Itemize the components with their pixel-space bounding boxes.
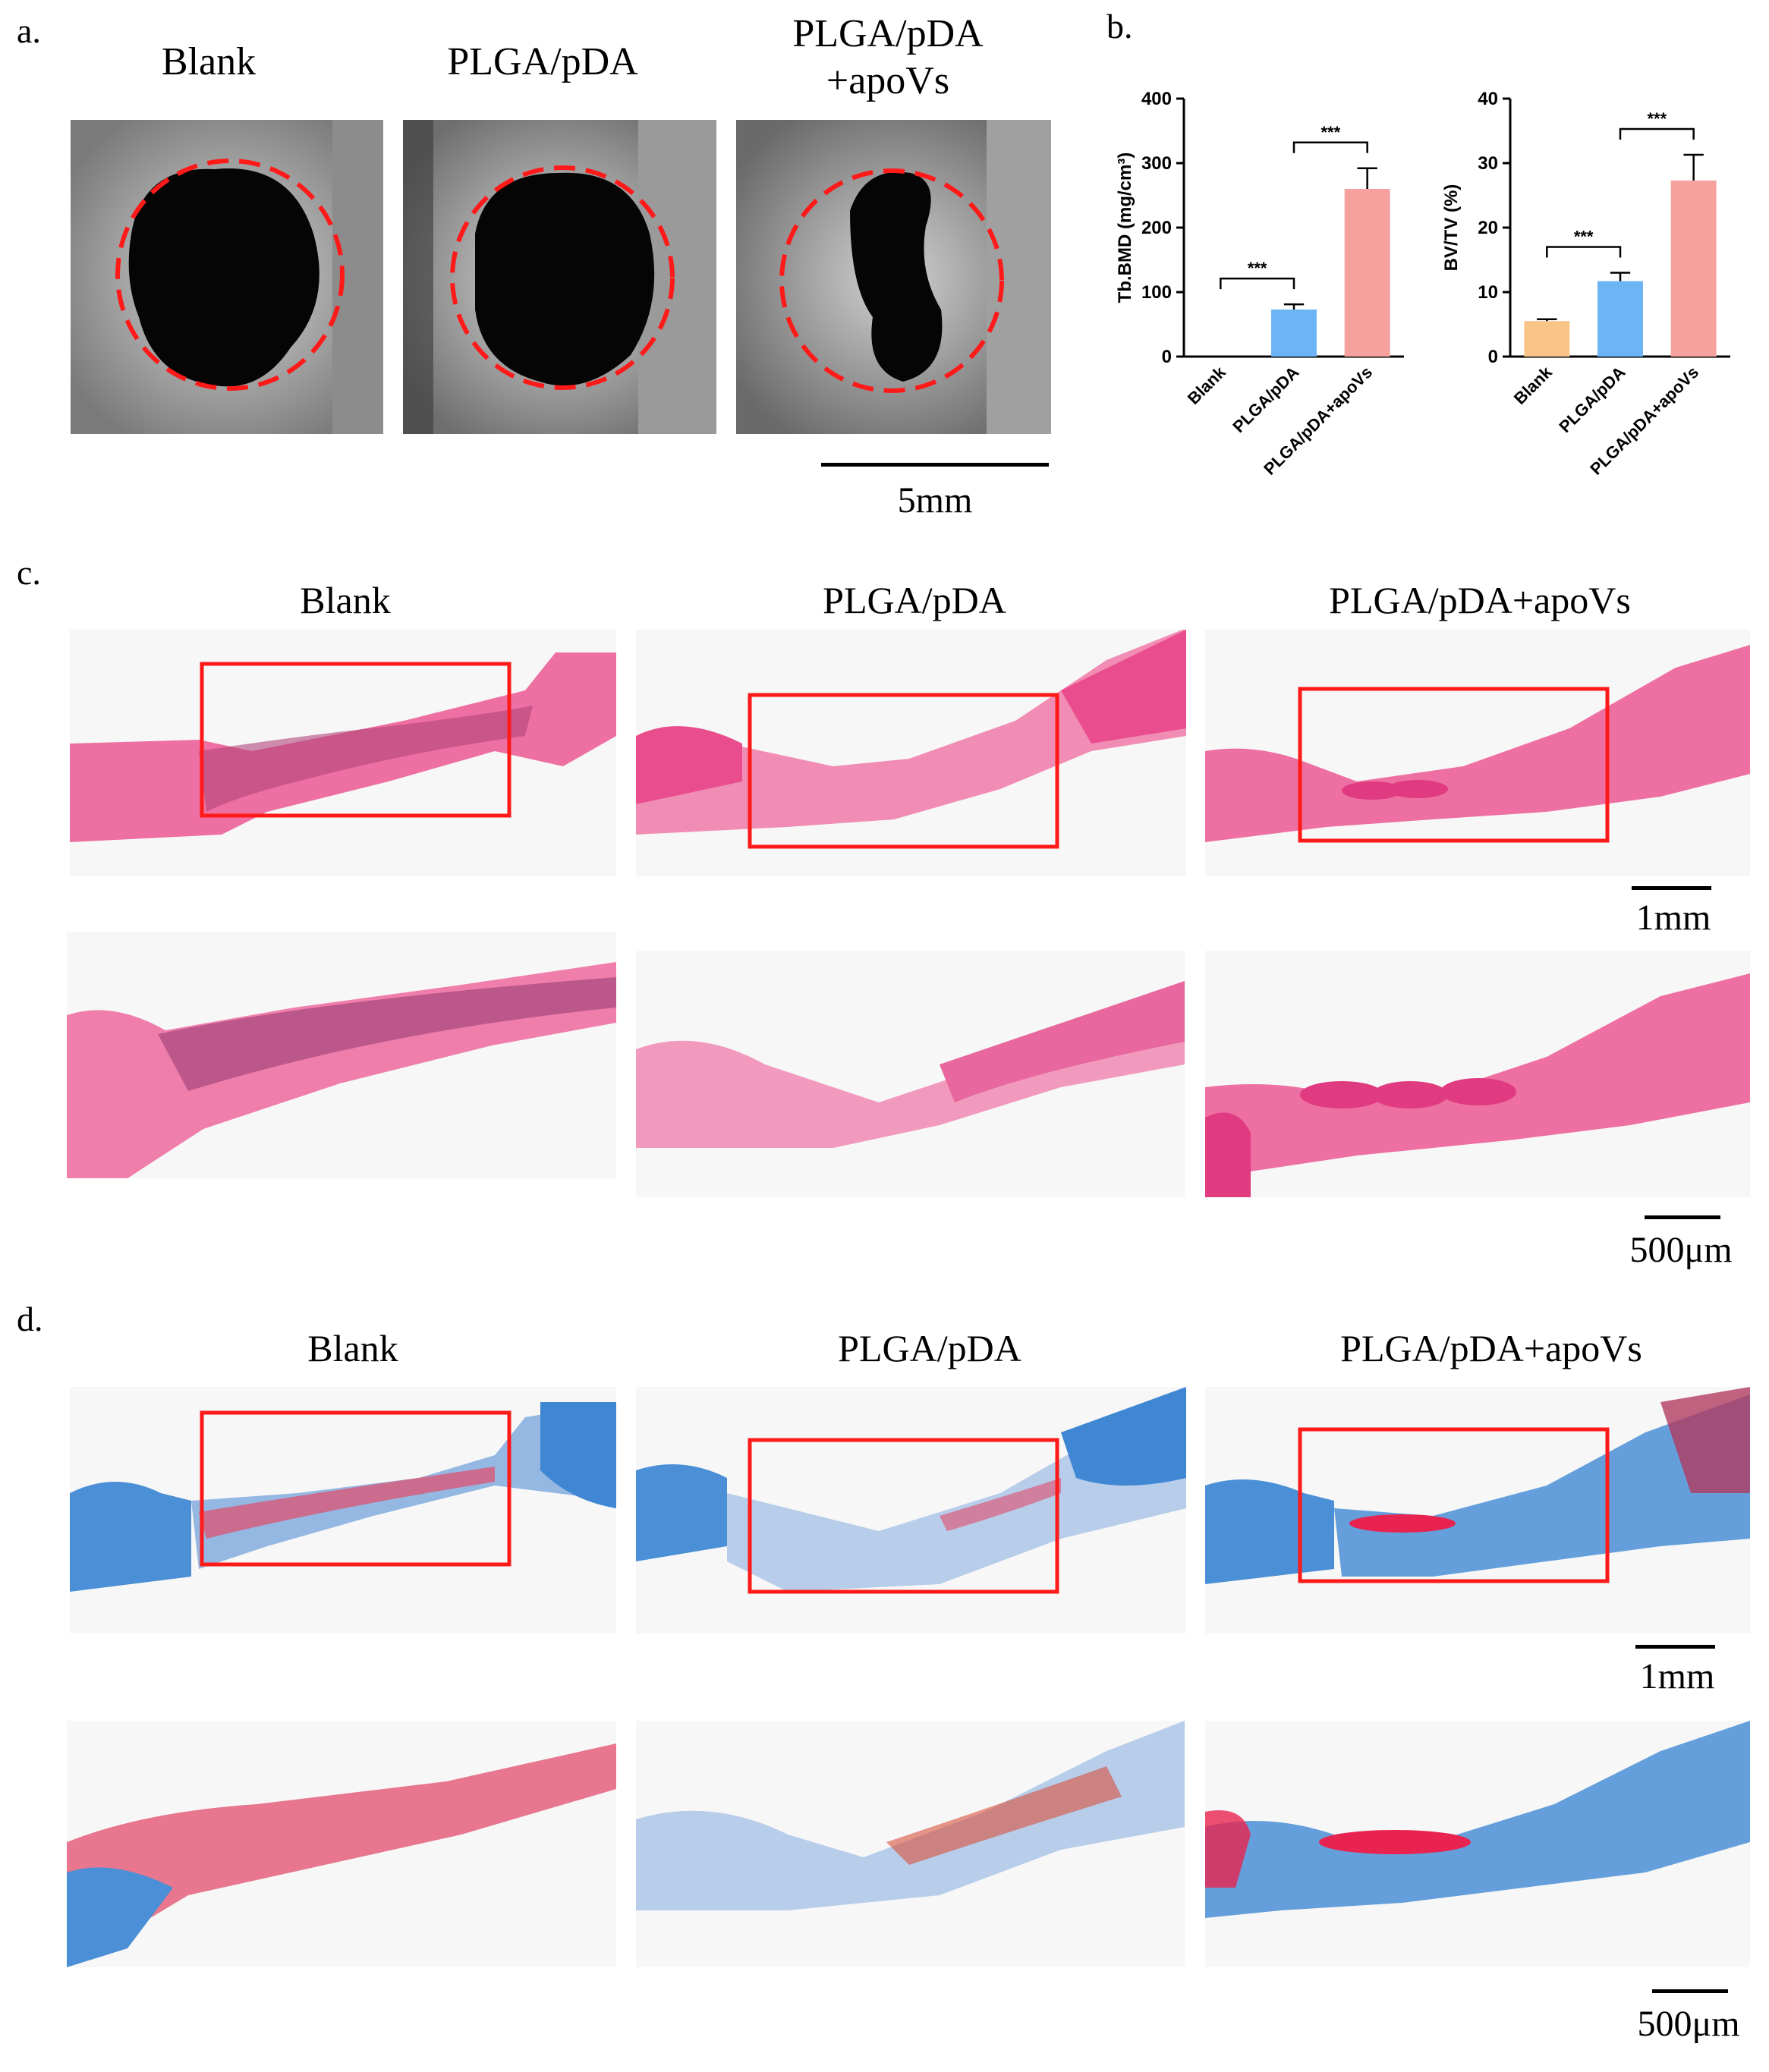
bmd-ytick-label: 0 bbox=[1162, 347, 1172, 367]
he-high-plga bbox=[636, 951, 1185, 1197]
bmd-significance-bracket bbox=[1292, 141, 1368, 153]
scale-bar-he-1mm bbox=[1632, 886, 1711, 890]
scale-label-5mm: 5mm bbox=[897, 480, 973, 520]
scale-label-masson-1mm: 1mm bbox=[1639, 1656, 1715, 1696]
panel-d-title-blank: Blank bbox=[307, 1327, 398, 1369]
roi-box-masson-plga bbox=[748, 1438, 1059, 1594]
bvtv-bar bbox=[1597, 281, 1643, 357]
bvtv-bar bbox=[1670, 180, 1717, 357]
bmd-bar bbox=[1344, 189, 1390, 357]
masson-low-plga bbox=[636, 1387, 1186, 1633]
panel-c-title-blank: Blank bbox=[300, 579, 391, 621]
panel-label-c: c. bbox=[17, 553, 41, 592]
panel-label-b: b. bbox=[1106, 7, 1133, 46]
bvtv-significance-bracket bbox=[1619, 127, 1695, 140]
microct-image-plga-apovs bbox=[736, 120, 1051, 434]
roi-box-masson-blank bbox=[200, 1410, 511, 1567]
microct-image-blank bbox=[71, 120, 383, 434]
bmd-ytick-label: 300 bbox=[1141, 153, 1172, 174]
bmd-ytick-label: 400 bbox=[1141, 89, 1172, 109]
panel-label-d: d. bbox=[17, 1300, 43, 1338]
bvtv-significance-label: *** bbox=[1574, 228, 1594, 247]
he-low-plga-apovs bbox=[1205, 630, 1750, 876]
panel-c-title-plga-apovs: PLGA/pDA+apoVs bbox=[1329, 579, 1631, 621]
roi-box-he-plga bbox=[748, 693, 1059, 849]
bmd-ylabel: Tb.BMD (mg/cm³) bbox=[1115, 152, 1135, 303]
he-low-plga bbox=[636, 630, 1186, 876]
masson-high-plga-apovs bbox=[1205, 1721, 1750, 1967]
bvtv-ytick-label: 0 bbox=[1488, 347, 1498, 367]
he-high-blank bbox=[67, 932, 616, 1178]
scale-bar-masson-500um bbox=[1652, 1989, 1728, 1993]
bvtv-ytick-label: 10 bbox=[1478, 282, 1498, 303]
bvtv-category-label: Blank bbox=[1510, 362, 1557, 408]
scale-bar-masson-1mm bbox=[1635, 1645, 1715, 1649]
masson-low-plga-apovs bbox=[1205, 1387, 1750, 1633]
roi-box-masson-plga-apovs bbox=[1298, 1427, 1610, 1583]
bvtv-category-label: PLGA/pDA bbox=[1555, 363, 1629, 436]
panel-c-title-plga: PLGA/pDA bbox=[823, 579, 1006, 621]
scale-label-masson-500um: 500μm bbox=[1637, 2004, 1740, 2044]
bvtv-significance-label: *** bbox=[1647, 109, 1667, 128]
microct-image-plga bbox=[403, 120, 716, 434]
bvtv-significance-bracket bbox=[1546, 246, 1622, 258]
roi-box-he-blank bbox=[200, 662, 511, 818]
bmd-bar bbox=[1271, 309, 1317, 357]
scale-bar-he-500um bbox=[1645, 1215, 1720, 1219]
scale-label-he-1mm: 1mm bbox=[1635, 898, 1711, 938]
bmd-significance-label: *** bbox=[1320, 123, 1340, 142]
bvtv-ytick-label: 40 bbox=[1478, 89, 1498, 109]
bmd-ytick-label: 200 bbox=[1141, 218, 1172, 238]
defect-circle-plga-apovs bbox=[779, 168, 1004, 393]
bvtv-ytick-label: 30 bbox=[1478, 153, 1498, 174]
panel-a-title-plga-apovs: PLGA/pDA +apoVs bbox=[792, 12, 984, 102]
panel-d-title-plga-apovs: PLGA/pDA+apoVs bbox=[1340, 1327, 1642, 1369]
bmd-significance-bracket bbox=[1220, 277, 1295, 290]
panel-a-title-plga: PLGA/pDA bbox=[447, 40, 638, 83]
bmd-ytick-label: 100 bbox=[1141, 282, 1172, 303]
panel-a-title-blank: Blank bbox=[161, 40, 257, 83]
chart-tb-bmd: 0 100 200 300 400 Tb.BMD (mg/cm³) Blank PLGA/pD… bbox=[1115, 89, 1404, 479]
bvtv-ylabel: BV/TV (%) bbox=[1441, 184, 1462, 272]
roi-box-he-plga-apovs bbox=[1298, 687, 1610, 843]
bmd-category-label: PLGA/pDA bbox=[1229, 363, 1302, 436]
bvtv-bar bbox=[1524, 321, 1570, 357]
defect-circle-plga bbox=[450, 165, 675, 390]
panel-d-title-plga: PLGA/pDA bbox=[838, 1327, 1021, 1369]
masson-low-blank bbox=[70, 1387, 616, 1633]
masson-high-plga bbox=[636, 1721, 1185, 1967]
he-high-plga-apovs bbox=[1205, 951, 1750, 1197]
panel-label-a: a. bbox=[17, 11, 41, 50]
defect-circle-blank bbox=[115, 159, 345, 391]
masson-high-blank bbox=[67, 1721, 616, 1967]
bvtv-ytick-label: 20 bbox=[1478, 218, 1498, 238]
bmd-significance-label: *** bbox=[1248, 259, 1267, 278]
scale-label-he-500um: 500μm bbox=[1629, 1230, 1733, 1270]
scale-bar-5mm bbox=[821, 463, 1049, 467]
he-low-blank bbox=[70, 630, 616, 876]
bmd-category-label: Blank bbox=[1184, 362, 1230, 408]
